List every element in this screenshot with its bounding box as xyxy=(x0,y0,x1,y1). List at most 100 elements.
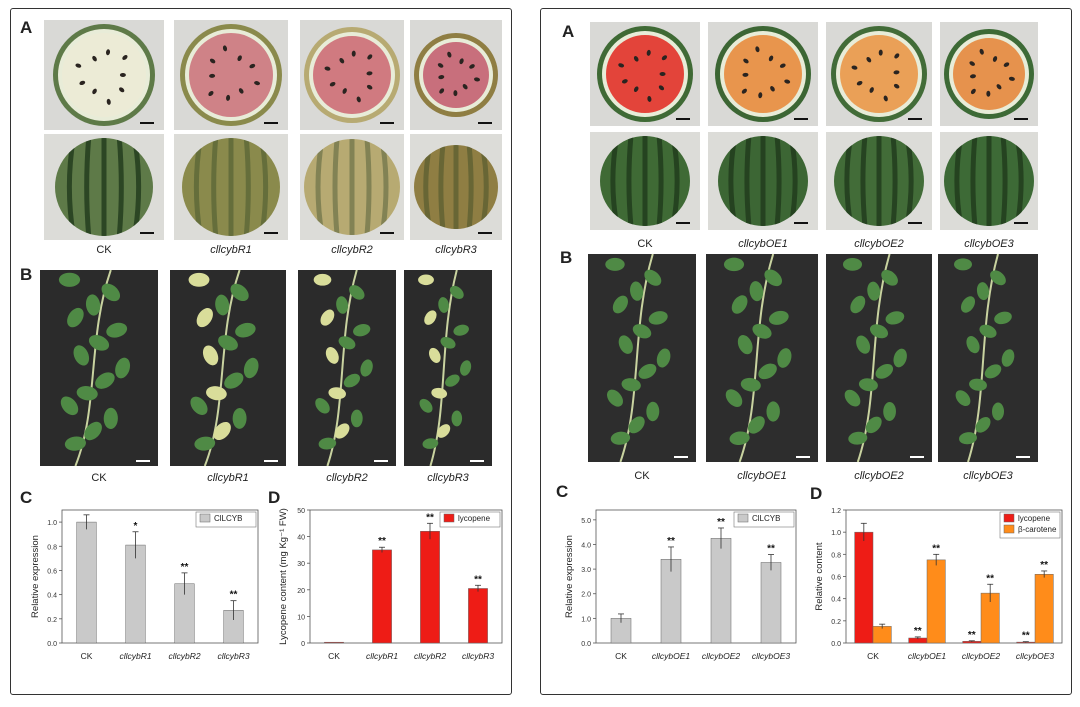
significance-mark: ** xyxy=(986,573,994,584)
plant-leaf xyxy=(867,281,881,301)
fruit-cross-section-photo xyxy=(826,22,932,126)
fruit-seed xyxy=(770,86,775,92)
bar xyxy=(468,588,488,644)
plant-leaf xyxy=(865,416,882,434)
plant-leaf xyxy=(881,269,898,286)
plant-leaf xyxy=(58,272,81,287)
fruit-stripe xyxy=(84,138,92,236)
plant-leaf xyxy=(206,386,227,401)
fruit-seed xyxy=(659,72,666,76)
y-tick-label: 1.0 xyxy=(831,530,841,537)
x-tick-label: cllcybOE3 xyxy=(752,651,791,661)
scale-bar xyxy=(676,118,690,120)
legend-swatch xyxy=(199,513,211,523)
whole-fruit-photo xyxy=(410,134,502,240)
fruit-seed xyxy=(324,66,331,71)
plant-leaf xyxy=(869,324,889,339)
plant-leaf xyxy=(449,285,464,299)
plant-leaf xyxy=(628,416,645,434)
scale-bar xyxy=(1016,456,1030,458)
significance-mark: ** xyxy=(1022,631,1030,642)
plant-leaf xyxy=(460,360,472,376)
fruit-seed xyxy=(209,58,216,64)
right-label-c: C xyxy=(556,482,569,501)
legend-swatch xyxy=(443,513,455,523)
fruit-seed xyxy=(986,90,991,97)
bar xyxy=(76,521,97,644)
legend-label: lycopene xyxy=(1018,514,1051,523)
significance-mark: ** xyxy=(932,543,940,554)
plant-photo xyxy=(298,270,396,466)
fruit-cross-section-photo xyxy=(300,20,404,130)
fruit-seed xyxy=(356,96,361,103)
whole-fruit-photo xyxy=(300,134,404,240)
fruit-seed xyxy=(208,90,214,97)
x-tick-label: cllcybR3 xyxy=(462,651,494,661)
scale-bar xyxy=(478,232,492,234)
significance-mark: ** xyxy=(181,562,189,573)
fruit-seed xyxy=(249,63,256,69)
fruit-stripe xyxy=(744,136,752,226)
y-tick-label: 0.2 xyxy=(47,617,57,624)
fruit-skin xyxy=(182,138,280,236)
fruit-stripe xyxy=(211,138,219,236)
fruit-flesh xyxy=(62,33,146,117)
legend-label: ClLCYB xyxy=(214,514,242,523)
fruit-seed xyxy=(474,77,480,82)
plant-leaf xyxy=(850,295,866,314)
genotype-caption: cllcybOE3 xyxy=(963,470,1013,482)
significance-mark: ** xyxy=(1040,560,1048,571)
significance-mark: ** xyxy=(914,626,922,637)
plant-leaf xyxy=(215,294,230,316)
fruit-seed xyxy=(741,88,747,94)
bar xyxy=(372,549,392,644)
plant-leaf xyxy=(343,373,361,388)
x-tick-label: cllcybOE1 xyxy=(652,651,691,661)
fruit-seed xyxy=(92,55,97,62)
whole-fruit-photo xyxy=(826,132,932,230)
fruit-seed xyxy=(366,71,373,76)
plant-leaf xyxy=(424,310,437,325)
plant-leaf xyxy=(188,272,210,287)
scale-bar xyxy=(796,456,810,458)
fruit-flesh xyxy=(840,35,918,113)
plant-leaf xyxy=(190,396,208,415)
fruit-seed xyxy=(438,75,445,80)
fruit-stripe xyxy=(774,136,782,226)
plant-leaf xyxy=(85,294,101,316)
plot-frame xyxy=(309,509,503,644)
genotype-caption: cllcybR3 xyxy=(427,472,469,484)
plant-leaf xyxy=(73,345,90,366)
y-tick-label: 2.0 xyxy=(581,592,591,599)
genotype-caption: cllcybOE2 xyxy=(854,470,904,482)
plant-leaf xyxy=(334,423,350,439)
plant-leaf xyxy=(196,308,213,328)
fruit-stripe xyxy=(1000,136,1008,226)
plant-leaf xyxy=(893,348,907,368)
plant-photo xyxy=(170,270,286,466)
plant-leaf xyxy=(758,363,777,380)
x-tick-label: cllcybOE3 xyxy=(1016,651,1055,661)
plant-leaf xyxy=(320,309,335,326)
plant-leaf xyxy=(842,258,863,271)
whole-fruit-photo xyxy=(940,132,1038,230)
bar xyxy=(324,641,344,644)
y-tick-label: 0 xyxy=(301,641,305,648)
plant-leaf xyxy=(979,324,997,338)
plant-leaf xyxy=(235,322,256,338)
y-tick-label: 0.6 xyxy=(47,568,57,575)
plant-leaf xyxy=(883,401,896,422)
plant-leaf xyxy=(638,363,657,379)
fruit-seed xyxy=(92,88,97,95)
y-tick-label: 0.0 xyxy=(831,641,841,648)
genotype-caption: CK xyxy=(91,472,107,484)
fruit-seed xyxy=(342,88,347,94)
x-tick-label: cllcybOE2 xyxy=(702,651,741,661)
plant-leaf xyxy=(438,297,449,313)
plant-leaf xyxy=(749,281,764,302)
significance-mark: ** xyxy=(474,574,482,585)
plant-leaf xyxy=(451,410,463,427)
whole-fruit-photo xyxy=(708,132,818,230)
fruit-skin xyxy=(304,139,400,235)
scale-bar xyxy=(910,456,924,458)
